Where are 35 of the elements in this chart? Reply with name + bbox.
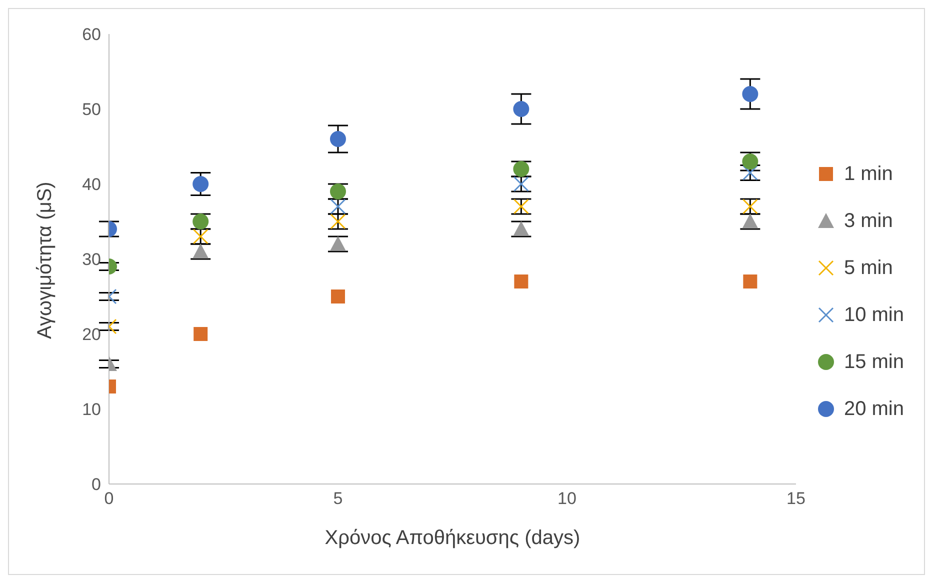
point: [514, 274, 528, 288]
legend-label: 5 min: [844, 256, 893, 280]
point: [513, 176, 529, 192]
x-tick-label: 15: [786, 489, 806, 508]
x-tick-label: 0: [104, 489, 114, 508]
point: [743, 274, 758, 288]
x-axis-title: Χρόνος Αποθήκευσης (days): [324, 527, 580, 549]
legend-label: 3 min: [844, 210, 893, 232]
point: [513, 198, 529, 214]
legend-label: 1 min: [844, 162, 893, 186]
point: [513, 161, 530, 177]
x-tick-label: 5: [333, 489, 343, 508]
point: [330, 236, 346, 251]
x-tick-label: 10: [558, 489, 576, 508]
legend-label: 10 min: [844, 304, 904, 326]
point: [742, 86, 758, 102]
point: [194, 327, 208, 341]
point: [330, 184, 346, 200]
legend-label: 20 min: [844, 398, 904, 420]
y-tick-label: 40: [82, 175, 101, 194]
legend-label: 15 min: [844, 350, 904, 374]
point: [330, 290, 345, 304]
point: [192, 176, 209, 192]
point: [513, 221, 530, 236]
point: [513, 101, 530, 117]
y-tick-label: 60: [82, 25, 101, 44]
point: [742, 165, 758, 180]
y-tick-label: 30: [82, 250, 101, 270]
y-tick-label: 10: [82, 400, 101, 420]
y-tick-label: 20: [82, 325, 101, 344]
point: [330, 131, 346, 147]
y-axis-title: Αγωγιμότητα (μS): [34, 182, 56, 339]
y-tick-label: 0: [92, 475, 101, 494]
y-tick-label: 50: [82, 100, 101, 120]
point: [192, 214, 209, 230]
